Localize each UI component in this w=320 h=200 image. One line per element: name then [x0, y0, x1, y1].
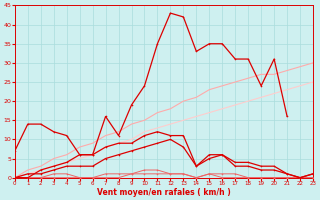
X-axis label: Vent moyen/en rafales ( km/h ): Vent moyen/en rafales ( km/h )	[97, 188, 231, 197]
